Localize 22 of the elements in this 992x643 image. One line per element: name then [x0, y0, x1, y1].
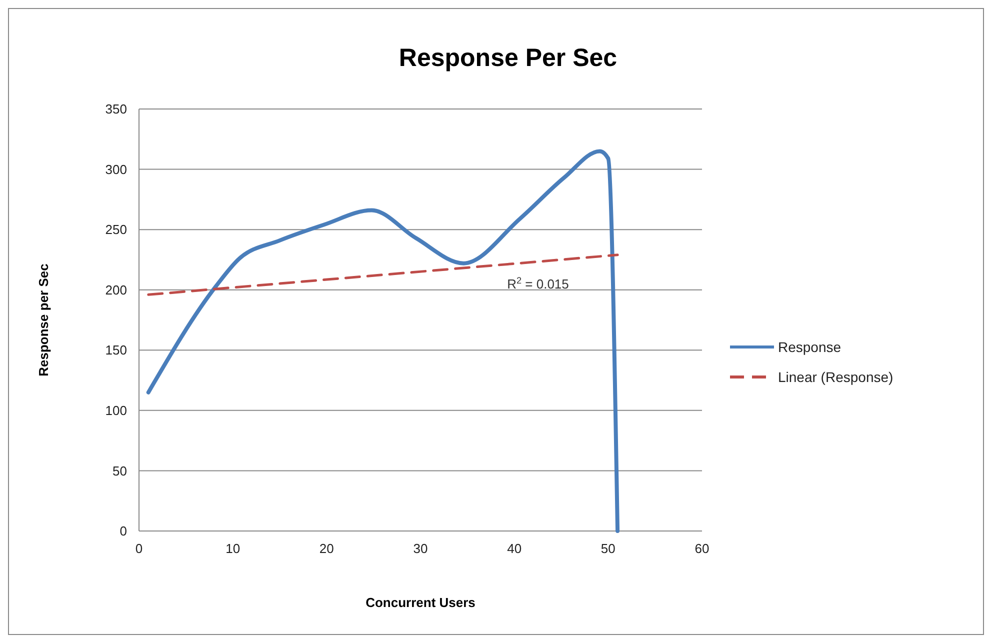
x-tick-label: 60 — [694, 541, 710, 556]
legend-label: Response — [778, 338, 842, 355]
y-tick-label: 150 — [105, 342, 127, 358]
annotation: R$^{2}$ = 0.015 — [507, 276, 569, 292]
line-series — [146, 149, 620, 533]
y-tick-label: 50 — [112, 463, 127, 478]
x-tick-label: 0 — [135, 541, 143, 556]
legend-label: Linear (Response) — [778, 368, 894, 385]
y-tick-label: 250 — [105, 222, 127, 238]
x-axis-title: Concurrent Users — [366, 595, 476, 610]
y-tick-label: 350 — [105, 102, 127, 117]
x-tick-label: 10 — [226, 541, 240, 556]
y-tick-label: 300 — [105, 162, 127, 177]
x-tick-label: 50 — [600, 541, 616, 556]
y-tick-label: 0 — [120, 524, 127, 539]
x-tick-label: 40 — [507, 541, 522, 556]
y-axis-title: Response per Sec — [36, 264, 51, 376]
x-tick-label: 20 — [319, 541, 334, 556]
y-tick-label: 200 — [105, 282, 127, 298]
y-tick-label: 100 — [105, 402, 127, 418]
chart-title: Response Per Sec — [398, 44, 618, 72]
x-tick-label: 30 — [413, 541, 428, 556]
